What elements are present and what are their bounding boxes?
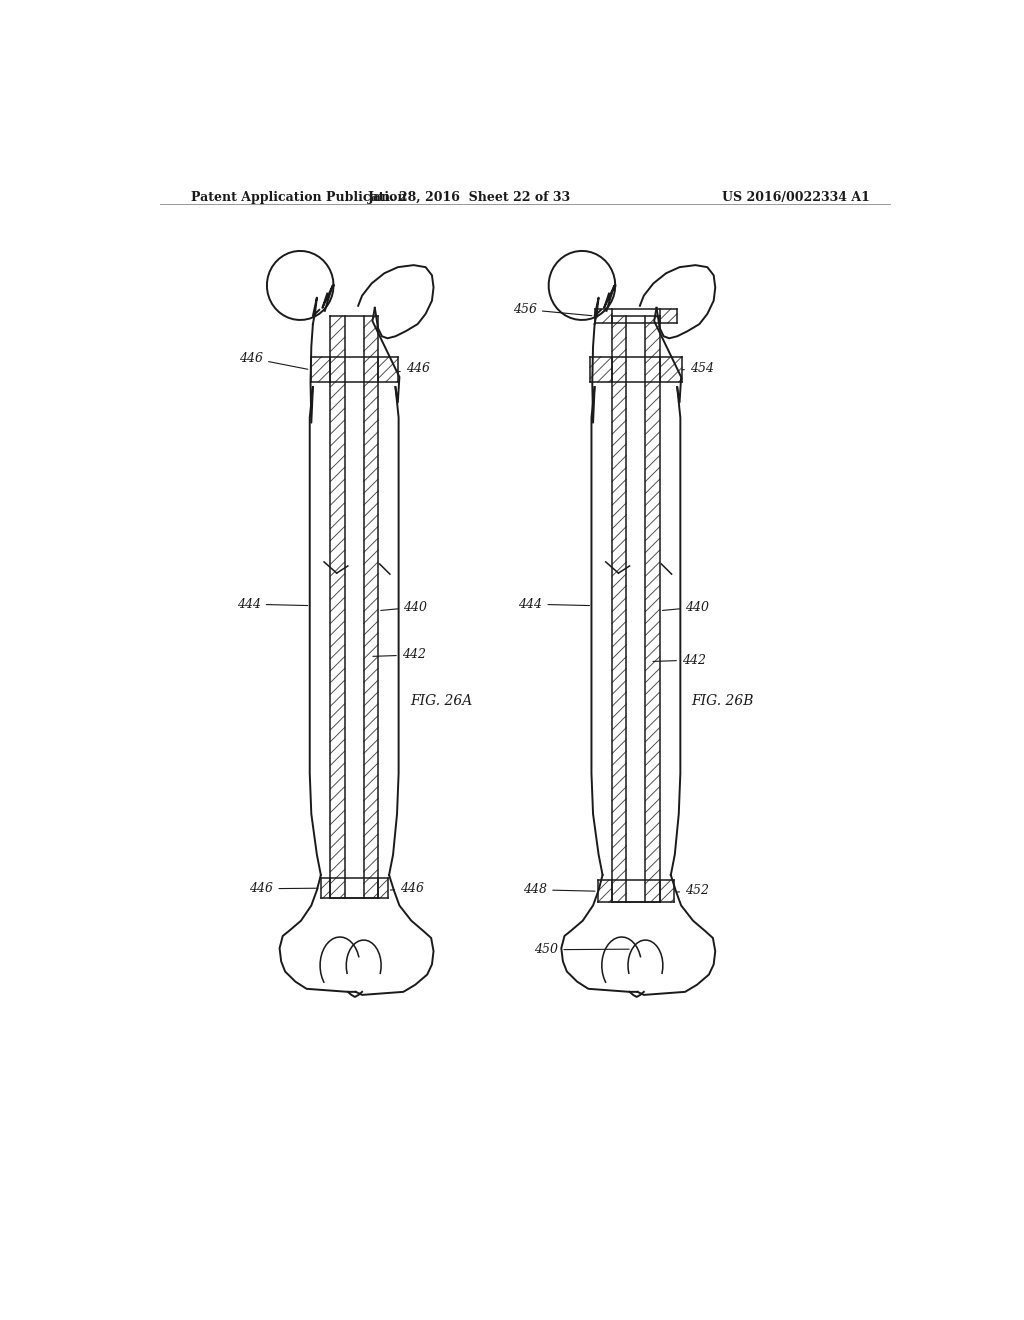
Text: 442: 442	[653, 653, 706, 667]
Text: 446: 446	[397, 362, 430, 375]
Text: 452: 452	[677, 884, 709, 898]
Text: 444: 444	[518, 598, 590, 611]
Text: Patent Application Publication: Patent Application Publication	[191, 191, 407, 203]
Text: 440: 440	[381, 601, 427, 614]
Text: 440: 440	[663, 601, 709, 614]
Text: 446: 446	[390, 882, 424, 895]
Text: 442: 442	[373, 648, 426, 661]
Text: 456: 456	[513, 302, 592, 315]
Text: Jan. 28, 2016  Sheet 22 of 33: Jan. 28, 2016 Sheet 22 of 33	[368, 191, 570, 203]
Text: US 2016/0022334 A1: US 2016/0022334 A1	[722, 191, 870, 203]
Text: 448: 448	[523, 883, 595, 896]
Text: 446: 446	[239, 351, 308, 370]
Text: 450: 450	[535, 944, 629, 956]
Text: FIG. 26B: FIG. 26B	[691, 694, 754, 709]
Text: 444: 444	[237, 598, 308, 611]
Text: FIG. 26A: FIG. 26A	[410, 694, 472, 709]
Text: 454: 454	[682, 362, 714, 375]
Text: 446: 446	[250, 882, 318, 895]
